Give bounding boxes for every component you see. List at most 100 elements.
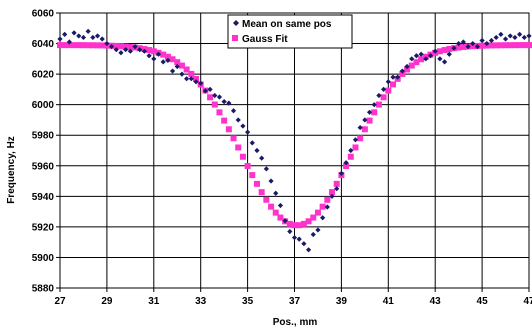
mean-point xyxy=(409,56,415,62)
gauss-point xyxy=(399,70,406,77)
mean-point xyxy=(338,170,344,177)
gauss-point xyxy=(314,209,321,216)
gauss-point xyxy=(117,43,124,50)
mean-point xyxy=(216,94,223,100)
mean-point xyxy=(296,236,302,242)
mean-point xyxy=(376,92,382,99)
gauss-point xyxy=(441,47,448,54)
gauss-point xyxy=(385,87,392,94)
x-tick-label: 41 xyxy=(383,296,395,307)
gauss-point xyxy=(305,218,312,225)
mean-point xyxy=(132,44,138,50)
mean-point xyxy=(381,86,387,92)
y-axis-ticks: 5880 5900 5920 5940 5960 5980 6000 6020 6040 6060 xyxy=(32,9,60,295)
mean-point xyxy=(151,56,157,62)
legend-label-mean: Mean on same pos xyxy=(242,19,332,30)
mean-point xyxy=(427,53,434,59)
mean-point xyxy=(456,40,462,47)
mean-point xyxy=(230,108,237,114)
y-tick-label: 5880 xyxy=(32,284,55,295)
mean-point xyxy=(432,48,438,54)
mean-point xyxy=(221,99,227,105)
gauss-point xyxy=(113,42,120,49)
gauss-point xyxy=(329,189,336,196)
mean-point xyxy=(474,44,481,50)
gauss-point xyxy=(244,163,251,170)
mean-point xyxy=(362,117,368,123)
mean-point xyxy=(512,34,518,41)
mean-point xyxy=(282,218,288,224)
mean-point xyxy=(85,28,91,34)
mean-point xyxy=(437,56,443,62)
mean-point xyxy=(521,34,527,41)
mean-point xyxy=(488,37,495,44)
mean-point xyxy=(460,39,466,45)
y-tick-label: 5960 xyxy=(32,161,55,172)
mean-point xyxy=(324,204,330,210)
gauss-point xyxy=(497,42,504,49)
x-axis-title: Pos., mm xyxy=(273,317,318,328)
mean-point xyxy=(113,47,119,53)
gauss-point xyxy=(493,42,500,49)
gauss-point xyxy=(61,42,68,49)
mean-point xyxy=(90,34,96,41)
mean-point xyxy=(479,37,485,44)
mean-point xyxy=(343,160,349,166)
mean-point xyxy=(207,86,213,92)
gauss-point xyxy=(310,214,317,221)
gauss-point xyxy=(160,51,167,58)
gauss-point xyxy=(169,56,176,63)
mean-point xyxy=(94,33,101,39)
mean-point xyxy=(62,31,68,37)
mean-point xyxy=(193,79,199,85)
mean-point xyxy=(357,124,363,131)
mean-point xyxy=(526,33,532,39)
gauss-point xyxy=(455,44,462,51)
gauss-point xyxy=(511,42,518,49)
mean-point xyxy=(137,47,143,53)
mean-point xyxy=(104,40,110,47)
mean-point xyxy=(141,48,148,54)
gauss-point xyxy=(286,220,293,227)
gauss-point xyxy=(446,46,453,53)
mean-point xyxy=(108,44,115,50)
mean-point xyxy=(291,234,298,241)
gauss-point xyxy=(150,48,157,55)
mean-point xyxy=(470,40,476,47)
mean-point xyxy=(395,74,401,80)
gauss-point xyxy=(174,59,181,66)
mean-point xyxy=(287,228,293,235)
legend: Mean on same pos Gauss Fit xyxy=(227,14,353,49)
gauss-point xyxy=(249,172,256,179)
mean-point xyxy=(507,33,513,39)
mean-point xyxy=(390,74,396,80)
y-tick-label: 5980 xyxy=(32,131,55,142)
gauss-point xyxy=(272,209,279,216)
gauss-point xyxy=(225,126,232,133)
gauss-point xyxy=(178,62,185,69)
gauss-point xyxy=(296,222,303,229)
gauss-point xyxy=(146,47,153,54)
mean-point xyxy=(517,31,523,37)
mean-point xyxy=(423,56,429,62)
mean-point xyxy=(277,202,284,209)
mean-point xyxy=(371,102,377,108)
y-tick-label: 6040 xyxy=(32,39,55,50)
x-tick-label: 45 xyxy=(477,296,489,307)
gauss-point xyxy=(71,42,78,49)
y-tick-label: 6060 xyxy=(32,9,55,20)
gauss-point xyxy=(263,196,270,203)
mean-point xyxy=(118,50,124,56)
mean-point xyxy=(301,241,307,247)
gauss-point xyxy=(479,42,486,49)
gauss-point xyxy=(235,144,242,151)
mean-point xyxy=(498,31,504,37)
gauss-point xyxy=(469,43,476,50)
legend-box xyxy=(227,14,353,49)
x-tick-label: 27 xyxy=(54,296,66,307)
mean-point xyxy=(155,51,162,57)
gauss-point xyxy=(207,94,214,101)
mean-point xyxy=(334,186,340,192)
gauss-point xyxy=(239,153,246,160)
